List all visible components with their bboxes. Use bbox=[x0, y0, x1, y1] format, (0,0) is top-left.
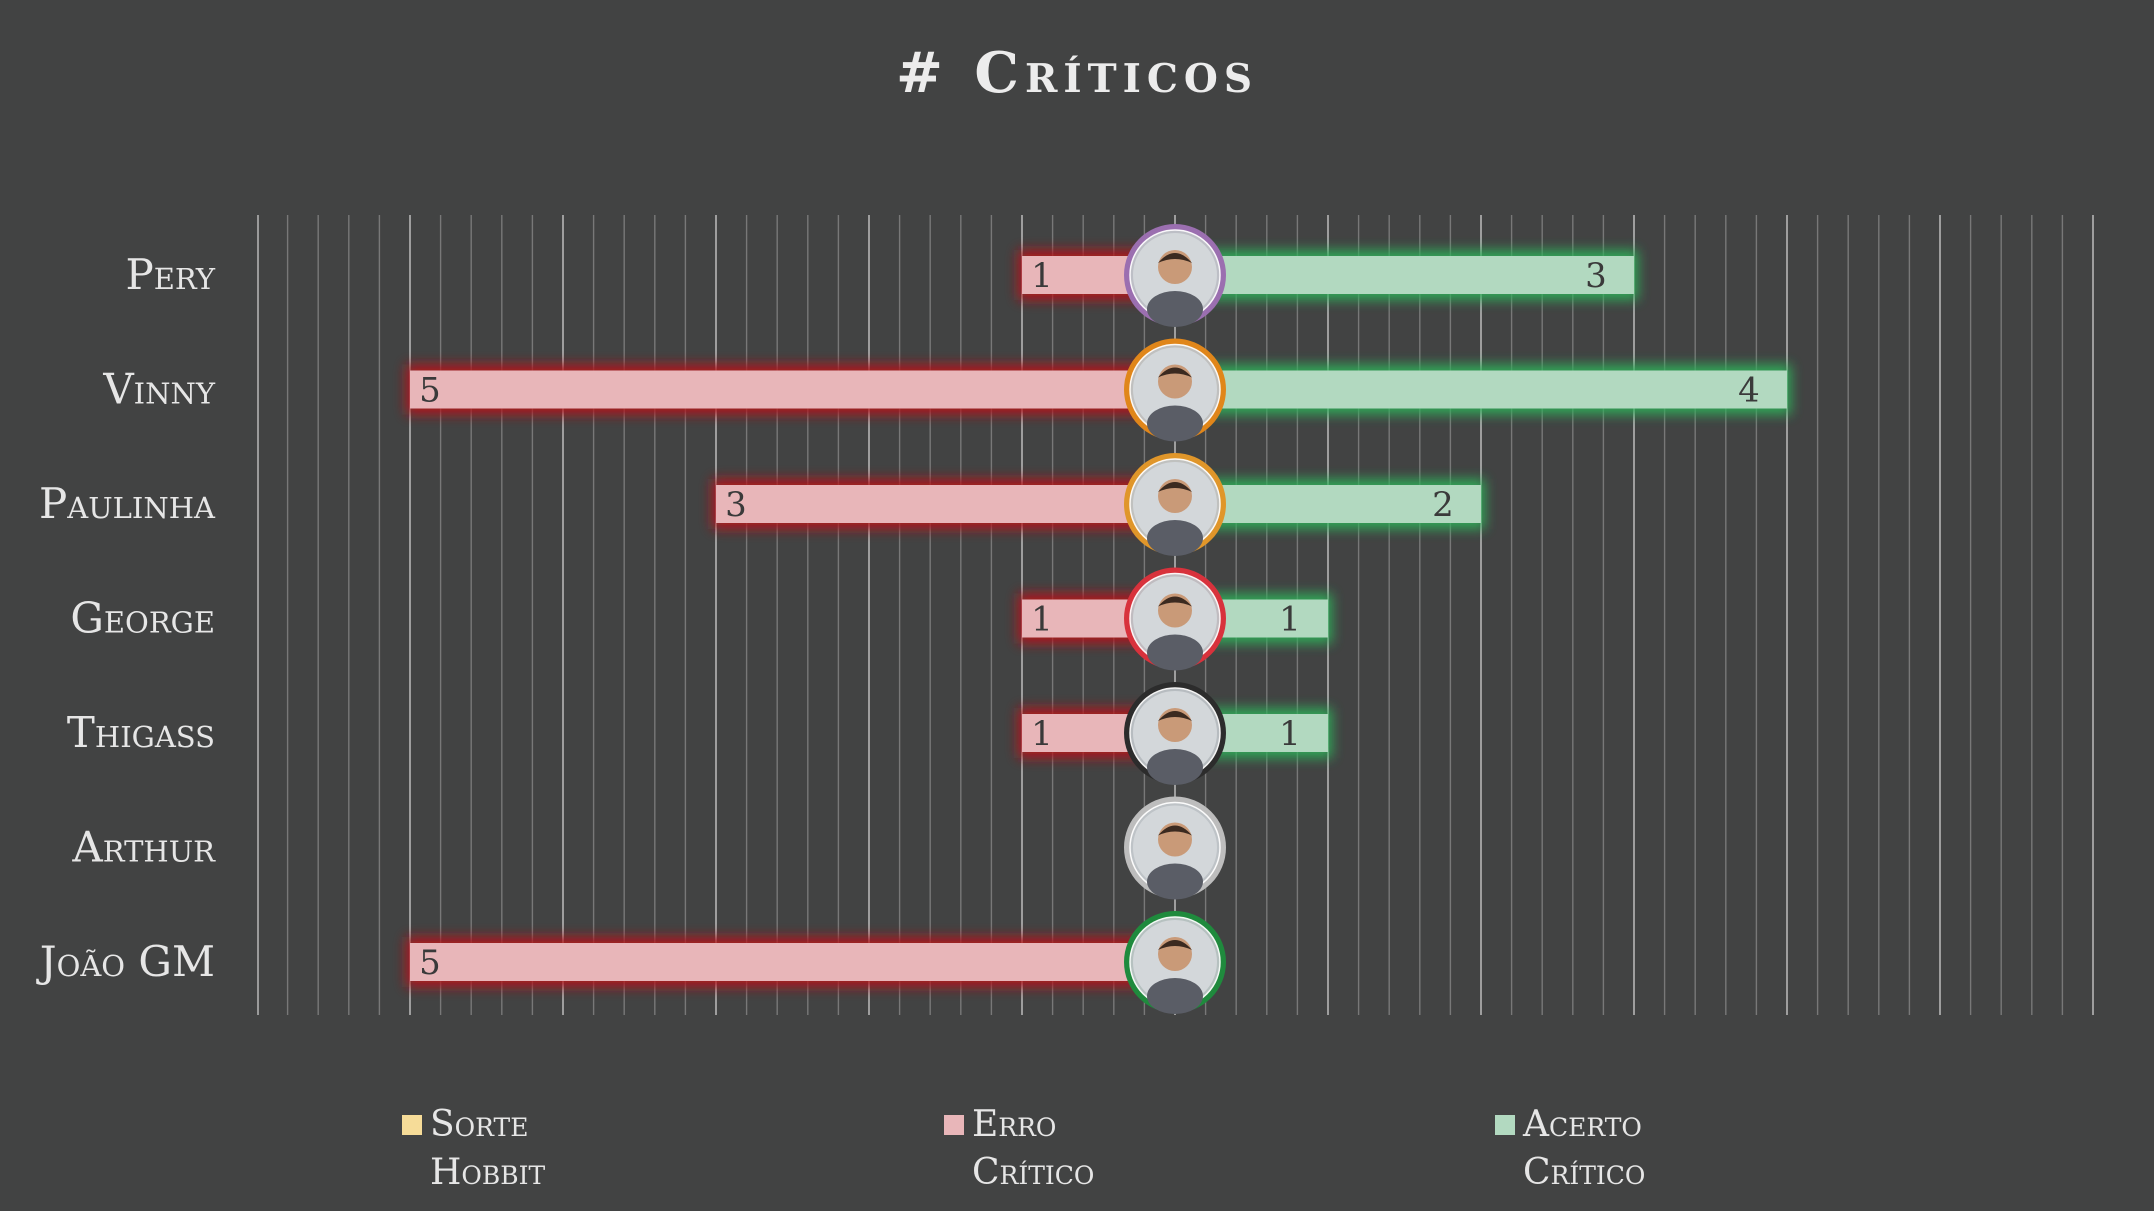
category-labels: Pery Vinny Paulinha George Thigass Arthur João… bbox=[36, 250, 216, 986]
value-label-erro-pery: 1 bbox=[1031, 256, 1053, 296]
value-label-erro-paulinha: 3 bbox=[725, 485, 747, 525]
value-label-acerto-thigass: 1 bbox=[1279, 714, 1301, 754]
avatars bbox=[1124, 224, 1226, 1014]
bar-erro-joao-gm bbox=[410, 943, 1175, 981]
value-label-acerto-pery: 3 bbox=[1585, 256, 1607, 296]
avatar-thigass-icon bbox=[1124, 682, 1226, 785]
legend-item-sorte-hobbit: Sorte Hobbit bbox=[402, 1104, 546, 1193]
legend-swatch-erro-critico bbox=[944, 1115, 964, 1135]
category-label-pery: Pery bbox=[125, 250, 215, 299]
category-label-thigass: Thigass bbox=[67, 708, 215, 757]
legend-swatch-sorte-hobbit bbox=[402, 1115, 422, 1135]
legend-item-acerto-critico: Acerto Crítico bbox=[1495, 1104, 1645, 1193]
bar-acerto-vinny bbox=[1175, 370, 1787, 409]
avatar-pery-icon bbox=[1124, 224, 1226, 327]
avatar-paulinha-icon bbox=[1124, 453, 1226, 556]
value-label-erro-thigass: 1 bbox=[1031, 714, 1053, 754]
value-label-acerto-george: 1 bbox=[1279, 600, 1301, 640]
bar-erro-paulinha bbox=[716, 485, 1175, 523]
category-label-george: George bbox=[70, 594, 215, 643]
category-label-paulinha: Paulinha bbox=[39, 479, 216, 528]
category-label-vinny: Vinny bbox=[102, 365, 216, 414]
bars: 1 3 5 4 3 2 1 1 1 1 5 bbox=[406, 250, 1791, 987]
legend: Sorte Hobbit Erro Crítico Acerto Crítico bbox=[402, 1104, 1645, 1193]
avatar-george-icon bbox=[1124, 567, 1226, 671]
legend-label-acerto-critico-line1: Acerto bbox=[1522, 1104, 1642, 1145]
category-label-arthur: Arthur bbox=[71, 823, 216, 872]
value-label-erro-vinny: 5 bbox=[419, 371, 441, 411]
value-label-acerto-vinny: 4 bbox=[1738, 371, 1760, 411]
avatar-vinny-icon bbox=[1124, 338, 1226, 442]
value-label-erro-george: 1 bbox=[1031, 600, 1053, 640]
value-label-acerto-paulinha: 2 bbox=[1432, 485, 1454, 525]
gridlines bbox=[257, 215, 2094, 1015]
avatar-arthur-icon bbox=[1124, 796, 1226, 900]
avatar-joao-gm-icon bbox=[1124, 911, 1226, 1014]
bar-erro-vinny bbox=[410, 370, 1175, 409]
value-label-erro-joao-gm: 5 bbox=[419, 943, 441, 983]
legend-label-erro-critico-line1: Erro bbox=[972, 1104, 1056, 1145]
legend-item-erro-critico: Erro Crítico bbox=[944, 1104, 1094, 1193]
legend-label-sorte-hobbit-line2: Hobbit bbox=[430, 1152, 546, 1193]
bar-acerto-pery bbox=[1175, 256, 1634, 294]
legend-swatch-acerto-critico bbox=[1495, 1115, 1515, 1135]
legend-label-acerto-critico-line2: Crítico bbox=[1523, 1152, 1645, 1193]
legend-label-sorte-hobbit-line1: Sorte bbox=[430, 1104, 528, 1145]
legend-label-erro-critico-line2: Crítico bbox=[972, 1152, 1094, 1193]
chart-title: # Críticos bbox=[896, 40, 1258, 106]
category-label-joao-gm: João GM bbox=[36, 937, 215, 986]
